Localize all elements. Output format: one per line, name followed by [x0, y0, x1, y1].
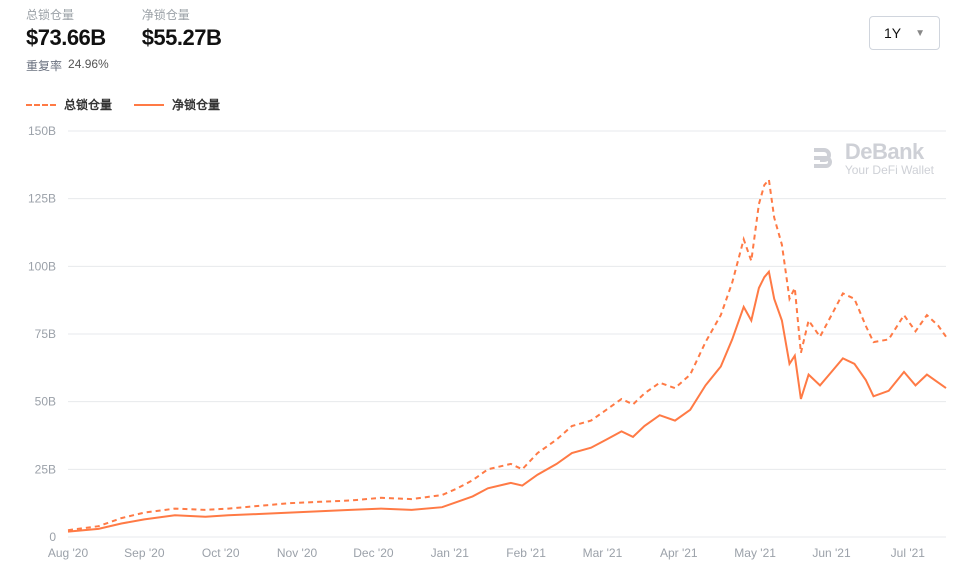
- legend-item-total: 总锁仓量: [26, 96, 112, 113]
- stats-group: 总锁仓量 $73.66B 净锁仓量 $55.27B: [26, 6, 221, 51]
- svg-text:May '21: May '21: [734, 546, 776, 560]
- chevron-down-icon: ▼: [915, 28, 925, 39]
- legend-item-net: 净锁仓量: [134, 96, 220, 113]
- svg-text:50B: 50B: [35, 395, 56, 409]
- repetition-rate: 重复率 24.96%: [0, 57, 960, 74]
- svg-text:Oct '20: Oct '20: [202, 546, 240, 560]
- legend-swatch-solid: [134, 104, 164, 106]
- period-select[interactable]: 1Y ▼: [869, 16, 940, 50]
- total-locked-value: $73.66B: [26, 25, 106, 51]
- line-chart: 0 25B 50B 75B 100B 125B 150B Aug '20 Sep '20 Oct …: [0, 119, 960, 567]
- svg-text:25B: 25B: [35, 462, 56, 476]
- svg-text:Jun '21: Jun '21: [812, 546, 851, 560]
- svg-text:0: 0: [49, 530, 56, 544]
- svg-text:100B: 100B: [28, 259, 56, 273]
- chart-area: DeBank Your DeFi Wallet 025B50B75B100B12…: [0, 119, 960, 579]
- svg-text:Dec '20: Dec '20: [353, 546, 394, 560]
- svg-text:Jul '21: Jul '21: [891, 546, 926, 560]
- svg-text:150B: 150B: [28, 124, 56, 138]
- legend-swatch-dashed: [26, 104, 56, 106]
- repetition-label: 重复率: [26, 57, 62, 74]
- legend-label-net: 净锁仓量: [172, 96, 220, 113]
- svg-text:Jan '21: Jan '21: [431, 546, 470, 560]
- svg-text:Apr '21: Apr '21: [660, 546, 698, 560]
- net-locked-stat: 净锁仓量 $55.27B: [142, 6, 222, 51]
- svg-text:125B: 125B: [28, 192, 56, 206]
- svg-text:75B: 75B: [35, 327, 56, 341]
- total-locked-stat: 总锁仓量 $73.66B: [26, 6, 106, 51]
- total-locked-label: 总锁仓量: [26, 6, 106, 23]
- svg-text:Nov '20: Nov '20: [277, 546, 318, 560]
- repetition-value: 24.96%: [68, 57, 109, 74]
- period-select-value: 1Y: [884, 25, 901, 41]
- stats-header: 总锁仓量 $73.66B 净锁仓量 $55.27B 1Y ▼: [0, 0, 960, 51]
- net-locked-label: 净锁仓量: [142, 6, 222, 23]
- net-locked-value: $55.27B: [142, 25, 222, 51]
- svg-text:Sep '20: Sep '20: [124, 546, 165, 560]
- svg-text:Aug '20: Aug '20: [48, 546, 89, 560]
- svg-text:Mar '21: Mar '21: [583, 546, 623, 560]
- chart-legend: 总锁仓量 净锁仓量: [0, 74, 960, 119]
- svg-text:Feb '21: Feb '21: [506, 546, 546, 560]
- legend-label-total: 总锁仓量: [64, 96, 112, 113]
